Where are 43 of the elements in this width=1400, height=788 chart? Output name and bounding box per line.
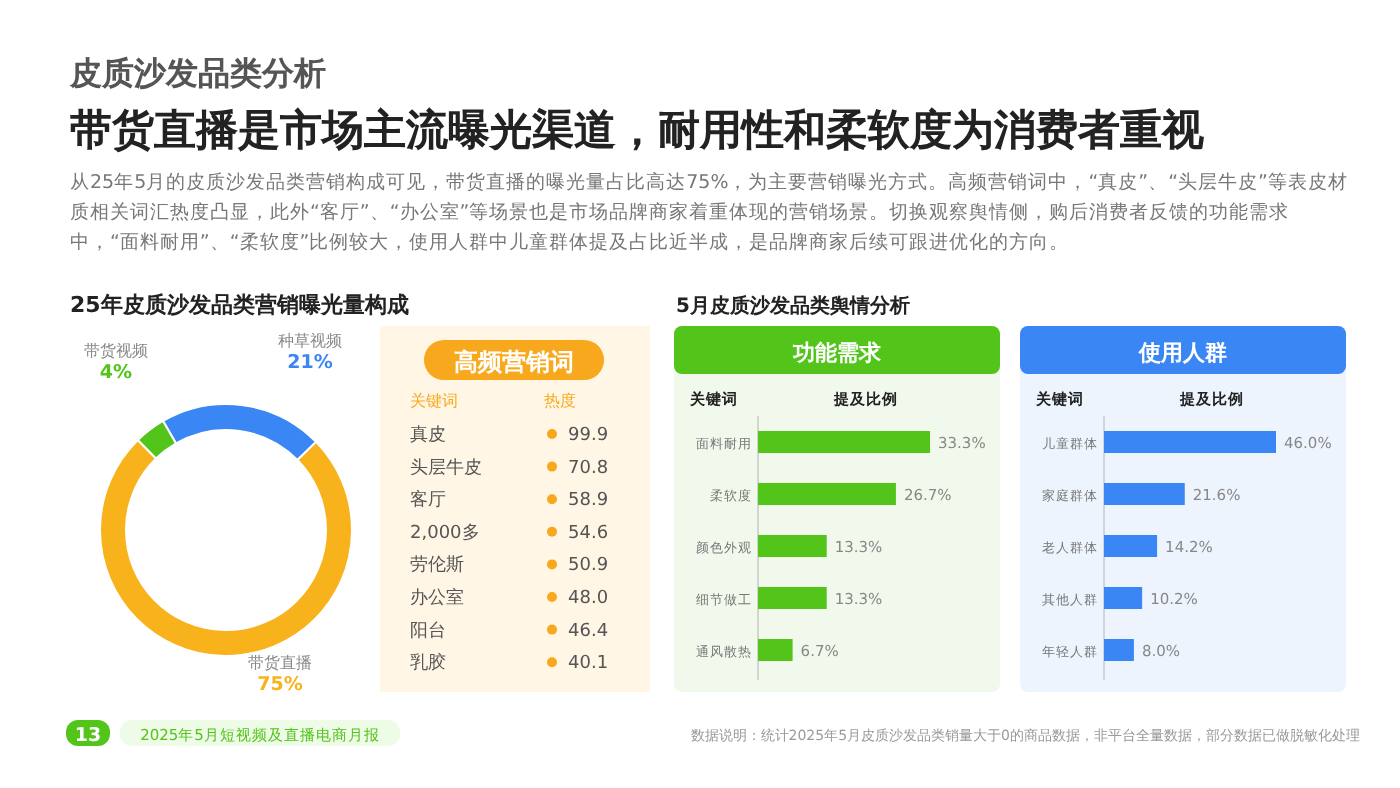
- category-label: 2,000多: [410, 521, 480, 544]
- data-label: 46.4: [568, 621, 609, 642]
- bar: [758, 431, 930, 453]
- category-label: 乳胶: [410, 652, 446, 675]
- text: 13: [74, 725, 102, 747]
- text: 高频营销词: [454, 348, 574, 376]
- category-label: 头层牛皮: [410, 456, 482, 479]
- category-label: 客厅: [410, 489, 446, 512]
- chart-title: 使用人群: [1137, 340, 1227, 366]
- bar: [1104, 431, 1276, 453]
- data-label: 70.8: [568, 458, 609, 479]
- data-label: 75%: [257, 674, 304, 696]
- data-label: 48.0: [568, 589, 609, 609]
- category-label: 劳伦斯: [410, 554, 464, 577]
- chart-title: 25年皮质沙发品类营销曝光量构成: [70, 292, 409, 318]
- bar: [1104, 483, 1185, 505]
- bar: [758, 587, 827, 609]
- text: 皮质沙发品类分析: [68, 54, 326, 92]
- data-label: 4%: [99, 362, 134, 384]
- data-label: 54.6: [568, 523, 609, 544]
- category-label: 阳台: [410, 619, 446, 642]
- bar: [758, 483, 896, 505]
- bar: [758, 535, 827, 557]
- bar: [1104, 587, 1143, 609]
- slice-label: 带货直播: [248, 654, 312, 672]
- text: 热度: [544, 392, 576, 410]
- slice-label: 种草视频: [278, 332, 342, 350]
- bar: [1104, 535, 1158, 557]
- data-label: 99.9: [568, 426, 609, 446]
- data-label: 50.9: [568, 556, 609, 577]
- data-label: 58.9: [568, 491, 609, 512]
- chart-title: 5月皮质沙发品类舆情分析: [676, 294, 910, 318]
- category-label: 办公室: [410, 587, 464, 609]
- data-label: 40.1: [568, 654, 609, 675]
- text: 从25年5月的皮质沙发品类营销构成可见，带货直播的曝光量占比高达75%，为主要营销曝光方式。高频营销词中，“真皮”、“头层牛皮”等表皮材质相关词汇热度凸显，此外“客厅”、“办公室”等场景也是市场品牌商家着重体现的营销场景。切换观察舆情侧，购后消费者反馈的功能需求中，“面料耐用”、“柔软度”比例较大，使用人群中儿童群体提及占比近半成，是品牌商家后续可跟进优化的方向。: [70, 170, 1350, 258]
- data-label: 21%: [287, 352, 334, 374]
- bar: [758, 639, 793, 661]
- text: 关键词: [410, 392, 458, 410]
- slice-label: 带货视频: [84, 342, 148, 360]
- text: 带货直播是市场主流曝光渠道，耐用性和柔软度为消费者重视: [70, 106, 1204, 154]
- bar: [1104, 639, 1134, 661]
- chart-subtitle: 功能需求: [791, 340, 883, 366]
- category-label: 真皮: [410, 424, 446, 446]
